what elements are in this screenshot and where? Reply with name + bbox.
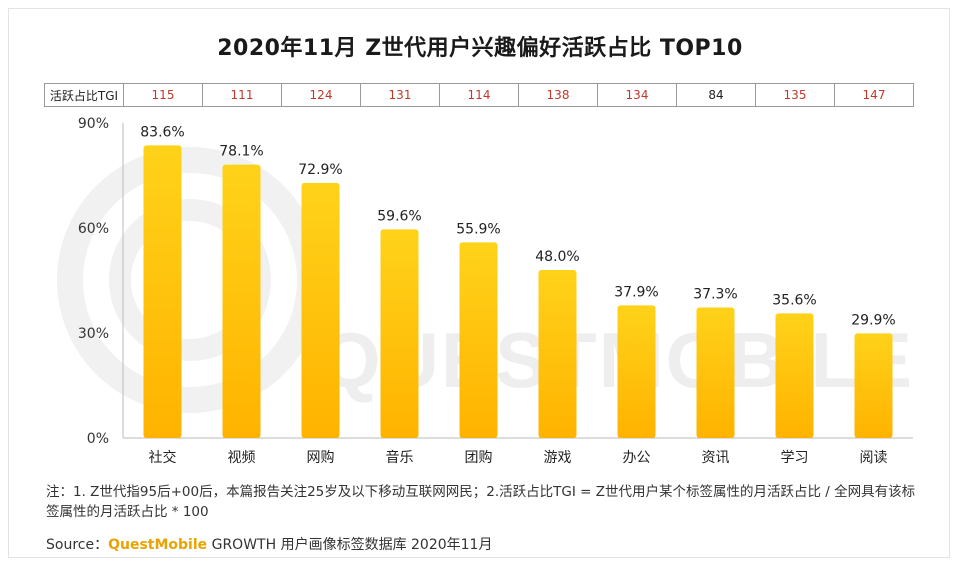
bar-value-label: 29.9% bbox=[851, 312, 895, 328]
x-category-label: 阅读 bbox=[860, 449, 888, 466]
tgi-value: 124 bbox=[281, 83, 361, 107]
chart-title: 2020年11月 Z世代用户兴趣偏好活跃占比 TOP10 bbox=[217, 36, 743, 61]
source-prefix: Source： bbox=[46, 537, 109, 553]
x-category-label: 游戏 bbox=[544, 450, 572, 466]
bar-value-label: 37.3% bbox=[693, 286, 737, 302]
bar-value-label: 55.9% bbox=[456, 221, 500, 237]
x-category-label: 网购 bbox=[307, 450, 335, 466]
bar-value-label: 78.1% bbox=[219, 144, 263, 160]
tgi-value: 131 bbox=[360, 83, 440, 107]
bar bbox=[143, 145, 182, 438]
bar-value-label: 59.6% bbox=[377, 208, 421, 224]
x-category-label: 学习 bbox=[781, 450, 809, 466]
source-brand: QuestMobile bbox=[108, 537, 208, 553]
tgi-value: 135 bbox=[755, 83, 835, 107]
tgi-value: 147 bbox=[834, 83, 914, 107]
bar bbox=[459, 242, 498, 438]
bar-value-label: 48.0% bbox=[535, 249, 579, 265]
x-category-label: 社交 bbox=[149, 449, 177, 466]
bar-value-label: 72.9% bbox=[298, 162, 342, 178]
tgi-table: 活跃占比TGI 115 111 124 131 114 138 134 84 1… bbox=[44, 83, 914, 107]
tgi-value: 134 bbox=[597, 83, 677, 107]
x-category-label: 视频 bbox=[228, 450, 256, 466]
source-rest: GROWTH 用户画像标签数据库 2020年11月 bbox=[207, 537, 493, 553]
bar bbox=[854, 333, 893, 438]
bar-value-label: 83.6% bbox=[140, 124, 184, 140]
bar bbox=[696, 307, 735, 438]
tgi-row: 活跃占比TGI 115 111 124 131 114 138 134 84 1… bbox=[44, 83, 914, 107]
footnote: 注：1. Z世代指95后+00后，本篇报告关注25岁及以下移动互联网网民；2.活… bbox=[46, 484, 916, 520]
x-category-label: 团购 bbox=[465, 450, 493, 466]
y-tick-label: 30% bbox=[78, 326, 109, 342]
bar bbox=[222, 164, 261, 438]
y-tick-label: 60% bbox=[78, 221, 109, 237]
y-tick-label: 0% bbox=[87, 431, 109, 447]
bar bbox=[775, 313, 814, 438]
bar bbox=[538, 270, 577, 438]
tgi-value: 111 bbox=[202, 83, 282, 107]
tgi-value: 84 bbox=[676, 83, 756, 107]
tgi-value: 114 bbox=[439, 83, 519, 107]
y-tick-label: 90% bbox=[78, 116, 109, 132]
bar-value-label: 35.6% bbox=[772, 292, 816, 308]
bar bbox=[301, 182, 340, 438]
tgi-value: 138 bbox=[518, 83, 598, 107]
source-line: Source：QuestMobile GROWTH 用户画像标签数据库 2020… bbox=[46, 534, 492, 554]
x-category-label: 音乐 bbox=[386, 449, 414, 466]
x-category-label: 资讯 bbox=[702, 450, 730, 466]
x-category-label: 办公 bbox=[623, 450, 651, 466]
bar-value-label: 37.9% bbox=[614, 284, 658, 300]
tgi-value: 115 bbox=[123, 83, 203, 107]
bar bbox=[380, 229, 419, 438]
bar bbox=[617, 305, 656, 438]
